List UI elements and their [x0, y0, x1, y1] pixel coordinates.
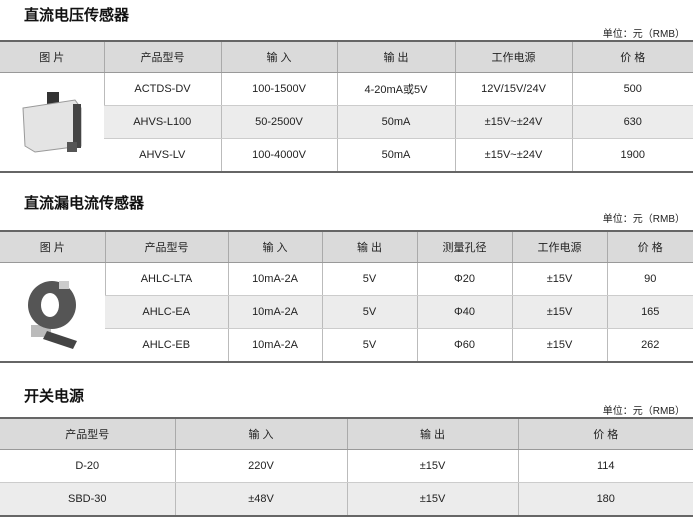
- cell-input: 100-4000V: [220, 138, 337, 173]
- header-output: 输 出: [336, 41, 455, 73]
- cell-price: 114: [517, 449, 693, 483]
- table-row: ACTDS-DV 100-1500V 4-20mA或5V 12V/15V/24V 500: [0, 72, 693, 173]
- table-row: SBD-30 ±48V ±15V 180: [0, 482, 693, 517]
- cell-price: 500: [571, 72, 693, 106]
- cell-input: ±48V: [174, 482, 347, 517]
- cell-price: 1900: [571, 138, 693, 173]
- cell-power: 12V/15V/24V: [454, 72, 572, 106]
- cell-output: 50mA: [336, 105, 455, 139]
- table-row: D-20 220V ±15V 114: [0, 449, 693, 483]
- header-output: 输 出: [321, 231, 417, 263]
- cell-model: AHVS-L100: [104, 105, 221, 139]
- unit-label: 单位：元（RMB）: [602, 29, 685, 40]
- cell-price: 180: [517, 482, 693, 517]
- voltage-sensor-image: [22, 91, 82, 153]
- cell-model: AHLC-EA: [105, 295, 228, 329]
- cell-model: AHLC-LTA: [104, 262, 228, 296]
- header-input: 输 入: [174, 418, 347, 450]
- cell-model: SBD-30: [0, 482, 175, 517]
- header-price: 价 格: [571, 41, 693, 73]
- cell-power: ±15V: [511, 262, 607, 296]
- header-input: 输 入: [227, 231, 322, 263]
- header-image: 图 片: [0, 231, 105, 263]
- header-power: 工作电源: [511, 231, 607, 263]
- cell-model: AHVS-LV: [104, 138, 221, 173]
- header-output: 输 出: [346, 418, 518, 450]
- section-title-dc-voltage-sensor: 直流电压传感器: [24, 7, 130, 24]
- cell-model: ACTDS-DV: [103, 72, 221, 106]
- header-model: 产品型号: [103, 41, 221, 73]
- section-title-switching-power: 开关电源: [24, 388, 85, 405]
- cell-input: 10mA-2A: [227, 262, 322, 296]
- dc-leakage-sensor-table: 图 片产品型号输 入输 出测量孔径 工作电源价 格 AHLC-LTA 10mA-2A…: [0, 230, 693, 363]
- cell-model: D-20: [0, 449, 175, 483]
- cell-output: 5V: [321, 328, 417, 363]
- header-model: 产品型号: [104, 231, 228, 263]
- table-row: AHLC-EB 10mA-2A 5V Φ60 ±15V 262: [0, 328, 693, 363]
- cell-aperture: Φ20: [416, 262, 512, 296]
- header-image: 图 片: [0, 41, 104, 73]
- header-price: 价 格: [517, 418, 693, 450]
- cell-input: 10mA-2A: [227, 328, 322, 363]
- cell-price: 630: [571, 105, 693, 139]
- section-title-dc-leakage-sensor: 直流漏电流传感器: [24, 195, 145, 212]
- table-row: AHLC-LTA 10mA-2A 5V Φ20 ±15V 90: [0, 262, 693, 363]
- product-image: [0, 72, 104, 173]
- header-price: 价 格: [606, 231, 693, 263]
- cell-output: 50mA: [336, 138, 455, 173]
- cell-power: ±15V~±24V: [454, 105, 572, 139]
- header-input: 输 入: [220, 41, 337, 73]
- cell-power: ±15V: [511, 328, 607, 363]
- cell-input: 10mA-2A: [227, 295, 322, 329]
- cell-output: 4-20mA或5V: [336, 72, 455, 106]
- cell-output: 5V: [321, 262, 417, 296]
- cell-input: 220V: [174, 449, 347, 483]
- table-row: AHLC-EA 10mA-2A 5V Φ40 ±15V 165: [0, 295, 693, 329]
- table-row: AHVS-LV 100-4000V 50mA ±15V~±24V 1900: [0, 138, 693, 173]
- cell-aperture: Φ60: [416, 328, 512, 363]
- cell-model: AHLC-EB: [105, 328, 228, 363]
- table-row: AHVS-L100 50-2500V 50mA ±15V~±24V 630: [0, 105, 693, 139]
- product-image: [0, 262, 105, 363]
- cell-output: ±15V: [346, 449, 518, 483]
- switching-power-table: 产品型号输 入输 出价 格 D-20 220V ±15V 114 SBD-30 ±48V…: [0, 417, 693, 517]
- cell-aperture: Φ40: [416, 295, 512, 329]
- cell-price: 165: [606, 295, 693, 329]
- cell-input: 50-2500V: [220, 105, 337, 139]
- header-power: 工作电源: [454, 41, 572, 73]
- cell-power: ±15V: [511, 295, 607, 329]
- leakage-sensor-image: [28, 280, 78, 349]
- header-model: 产品型号: [0, 418, 175, 450]
- cell-output: ±15V: [346, 482, 518, 517]
- cell-power: ±15V~±24V: [454, 138, 572, 173]
- unit-label: 单位：元（RMB）: [602, 214, 685, 225]
- dc-voltage-sensor-table: 图 片产品型号输 入输 出工作电源价 格 ACTDS-DV 100-1500V 4-…: [0, 40, 693, 173]
- cell-input: 100-1500V: [220, 72, 337, 106]
- cell-output: 5V: [321, 295, 417, 329]
- cell-price: 90: [606, 262, 693, 296]
- cell-price: 262: [606, 328, 693, 363]
- unit-label: 单位：元（RMB）: [602, 406, 685, 417]
- header-aperture: 测量孔径: [416, 231, 512, 263]
